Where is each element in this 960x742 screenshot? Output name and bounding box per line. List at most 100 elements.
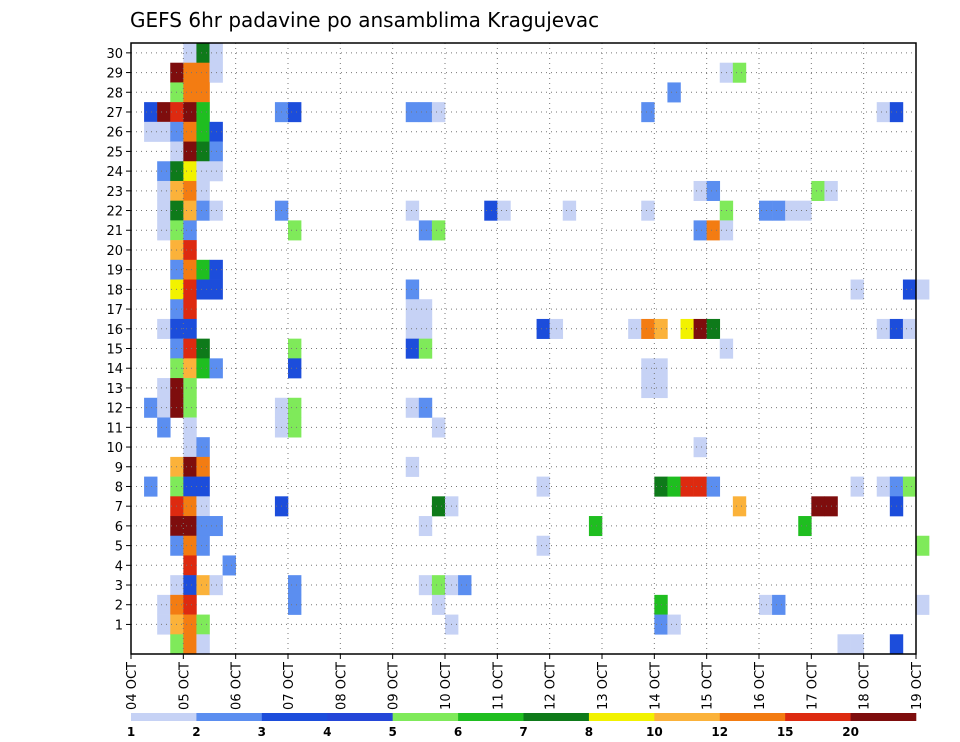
colorbar-swatch [719, 713, 786, 721]
heatmap-cell [196, 180, 210, 201]
heatmap-cell [405, 456, 420, 477]
heatmap-cell [196, 358, 210, 379]
heatmap-cell [196, 476, 210, 497]
heatmap-cell [418, 318, 433, 339]
heatmap-cell [157, 161, 171, 182]
colorbar-label: 15 [777, 725, 794, 739]
heatmap-cell [183, 220, 197, 241]
heatmap-cell [405, 279, 420, 300]
heatmap-cell [183, 338, 197, 359]
x-axis-ticks: 04 OCT 05 OCT 06 OCT 07 OCT 08 OCT 09 OCT 10 O… [125, 654, 925, 710]
y-tick-label: 9 [115, 461, 123, 476]
heatmap-cell [170, 634, 184, 655]
heatmap-cell [196, 259, 210, 280]
y-tick-label: 21 [106, 224, 123, 239]
x-tick-label: 14 OCT [648, 662, 663, 710]
colorbar-swatch [654, 713, 721, 721]
heatmap-cell [183, 437, 197, 458]
heatmap-cell [183, 62, 197, 83]
heatmap-cell [431, 575, 446, 596]
heatmap-cell [693, 318, 707, 339]
heatmap-cell [183, 535, 197, 556]
y-tick-label: 17 [106, 303, 123, 318]
heatmap-cell [418, 102, 433, 123]
heatmap-cell [183, 279, 197, 300]
heatmap-cell [562, 200, 577, 221]
heatmap-cell [902, 476, 917, 497]
heatmap-cell [772, 200, 786, 221]
heatmap-cell [431, 102, 446, 123]
y-tick-label: 14 [106, 362, 123, 377]
colorbar-swatch [261, 713, 328, 721]
heatmap-cell [183, 417, 197, 438]
heatmap-cell [458, 575, 472, 596]
y-tick-label: 22 [106, 205, 123, 220]
heatmap-cell [837, 634, 851, 655]
heatmap-cell [641, 102, 655, 123]
y-tick-label: 18 [106, 283, 123, 298]
heatmap-cell [183, 555, 197, 576]
y-tick-label: 27 [106, 106, 123, 121]
heatmap-cell [693, 437, 707, 458]
heatmap-cell [183, 240, 197, 261]
colorbar-label: 3 [258, 725, 266, 739]
heatmap-cell [916, 279, 930, 300]
heatmap-cell [144, 121, 158, 142]
heatmap-cell [288, 220, 302, 241]
heatmap-cell [418, 516, 433, 537]
heatmap-cell [706, 220, 721, 241]
y-tick-label: 13 [106, 382, 123, 397]
heatmap-cell [405, 397, 420, 418]
heatmap-cell [183, 358, 197, 379]
heatmap-cell [196, 575, 210, 596]
y-tick-label: 28 [106, 86, 123, 101]
heatmap-cell [144, 397, 158, 418]
heatmap-cell [157, 200, 171, 221]
heatmap-cell [418, 338, 433, 359]
heatmap-cell [157, 594, 171, 615]
y-tick-label: 3 [115, 579, 123, 594]
heatmap-cell [850, 279, 864, 300]
heatmap-cell [196, 141, 210, 162]
heatmap-cell [183, 397, 197, 418]
x-tick-label: 07 OCT [282, 662, 297, 710]
x-tick-label: 09 OCT [387, 662, 402, 710]
heatmap-cell [196, 634, 210, 655]
heatmap-cell [536, 535, 550, 556]
y-tick-label: 25 [106, 145, 123, 160]
x-tick-label: 10 OCT [439, 662, 454, 710]
heatmap-cell [732, 62, 747, 83]
colorbar-label: 8 [585, 725, 593, 739]
colorbar-label: 2 [192, 725, 200, 739]
heatmap-cell [850, 634, 864, 655]
x-tick-label: 11 OCT [491, 662, 506, 710]
y-tick-label: 23 [106, 185, 123, 200]
x-tick-label: 16 OCT [753, 662, 768, 710]
heatmap-cell [811, 180, 825, 201]
colorbar-label: 7 [519, 725, 527, 739]
heatmap-cell [183, 200, 197, 221]
heatmap-cell [405, 338, 420, 359]
heatmap-cell [183, 378, 197, 399]
y-tick-label: 8 [115, 480, 123, 495]
x-tick-label: 12 OCT [544, 662, 559, 710]
heatmap-cell [183, 318, 197, 339]
y-tick-label: 6 [115, 520, 123, 535]
heatmap-cell [418, 220, 433, 241]
heatmap-cell [183, 161, 197, 182]
heatmap-cell [811, 496, 825, 517]
heatmap-cell [183, 141, 197, 162]
heatmap-cell [431, 594, 446, 615]
heatmap-cell [405, 200, 420, 221]
x-tick-label: 15 OCT [701, 662, 716, 710]
heatmap-cell [916, 594, 930, 615]
heatmap-cell [144, 476, 158, 497]
heatmap-cell [157, 417, 171, 438]
heatmap-cell [680, 318, 694, 339]
heatmap-cell [759, 594, 773, 615]
heatmap-cell [876, 318, 891, 339]
heatmap-cell [850, 476, 864, 497]
heatmap-cell [418, 575, 433, 596]
heatmap-cell [196, 496, 210, 517]
y-tick-label: 15 [106, 343, 123, 358]
